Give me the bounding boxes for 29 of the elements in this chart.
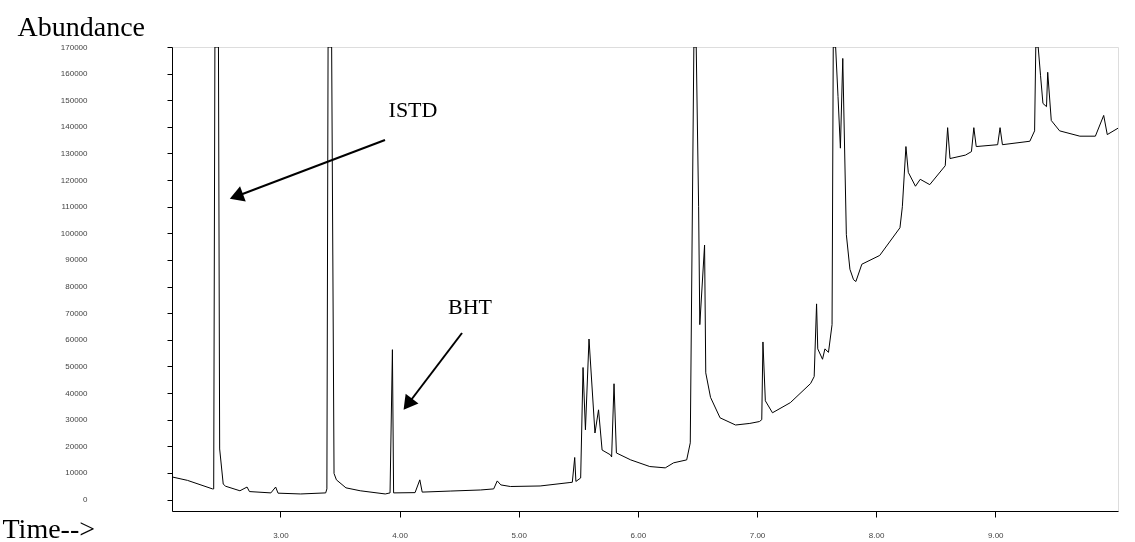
annotation: BHT [448,294,493,319]
x-axis-title: Time--> [2,512,96,542]
y-axis-title: Abundance [17,10,146,42]
y-tick-label: 90000 [65,255,89,265]
y-tick-label: 140000 [60,122,89,132]
y-tick-label: 130000 [60,148,89,158]
x-tick-label: 7.00 [749,530,766,540]
y-tick-label: 170000 [60,42,89,52]
y-tick-label: 80000 [65,282,89,292]
y-tick-label: 70000 [65,308,89,318]
y-tick-label: 20000 [65,441,89,451]
y-tick-label: 40000 [65,388,89,398]
x-tick-label: 9.00 [987,530,1005,540]
y-tick-label: 0 [83,495,89,505]
x-tick-label: 3.00 [273,530,290,540]
annotation: ISTD [388,97,438,122]
x-tick-label: 6.00 [630,530,647,540]
y-tick-label: 150000 [60,95,89,105]
y-tick-label: 100000 [60,228,89,238]
x-tick-label: 4.00 [392,530,409,540]
x-tick-label: 5.00 [511,530,528,540]
y-tick-label: 120000 [60,175,89,185]
y-tick-label: 160000 [60,69,89,79]
x-tick-label: 8.00 [868,530,885,540]
y-tick-label: 30000 [65,415,89,425]
y-tick-label: 60000 [65,335,89,345]
y-tick-label: 110000 [61,202,89,212]
y-tick-label: 50000 [65,361,89,371]
y-tick-label: 10000 [65,468,89,478]
